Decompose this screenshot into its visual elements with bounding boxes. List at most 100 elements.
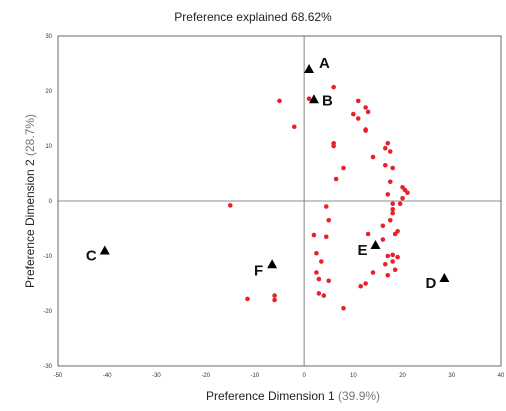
x-tick-label: -10 [251, 373, 260, 379]
product-label-a: A [319, 55, 330, 72]
x-tick-label: 30 [448, 373, 455, 379]
data-point [390, 252, 396, 258]
data-point [272, 293, 277, 298]
data-point [390, 165, 396, 171]
data-point [363, 105, 368, 110]
data-point [390, 259, 396, 264]
y-axis-label-pct: (28.7%) [23, 114, 37, 156]
data-point [245, 296, 250, 302]
data-point [272, 297, 277, 303]
product-marker-b [308, 94, 319, 104]
data-point [363, 281, 368, 286]
x-tick-label: -50 [54, 373, 63, 379]
data-point [326, 217, 332, 223]
data-point [358, 283, 364, 289]
data-point [385, 140, 391, 146]
chart-title: Preference explained 68.62% [174, 10, 332, 24]
data-point [395, 254, 400, 260]
data-point [385, 192, 391, 197]
data-point [400, 195, 405, 201]
product-marker-d [439, 273, 450, 282]
x-axis-label-text: Preference Dimension 1 [206, 389, 335, 403]
data-point [341, 165, 346, 171]
data-point [380, 237, 386, 242]
data-point [277, 98, 282, 104]
data-point [314, 270, 319, 275]
data-point [370, 270, 376, 275]
x-tick-label: -30 [152, 373, 161, 379]
data-point [363, 128, 368, 133]
x-axis-label: Preference Dimension 1 (39.9%) [206, 389, 380, 403]
x-tick-label: 10 [350, 373, 357, 379]
x-axis-label-pct: (39.9%) [338, 389, 380, 403]
data-point [370, 154, 376, 160]
data-point [331, 143, 336, 149]
data-point [387, 149, 393, 154]
data-point [397, 201, 403, 207]
product-marker-e [370, 240, 381, 249]
data-point [405, 190, 410, 196]
product-marker-f [267, 259, 278, 269]
data-point [316, 276, 322, 282]
data-point [390, 201, 396, 207]
x-tick-label: 20 [399, 373, 406, 379]
triangle-points: A B C D E F [86, 55, 450, 292]
data-point [387, 217, 393, 223]
product-label-e: E [357, 242, 367, 259]
product-marker-a [304, 64, 315, 73]
data-point [291, 124, 297, 130]
data-point [385, 272, 391, 278]
data-point [380, 223, 386, 229]
data-point [385, 253, 391, 259]
y-tick-label: -10 [43, 254, 52, 260]
data-point [311, 232, 317, 238]
zero-lines [58, 36, 501, 366]
data-point [390, 210, 396, 216]
y-axis-label: Preference Dimension 2 (28.7%) [23, 114, 37, 288]
data-point [331, 84, 336, 90]
x-tick-label: -20 [201, 373, 210, 379]
product-label-c: C [86, 248, 97, 265]
data-point [321, 293, 327, 298]
data-point [306, 96, 312, 101]
data-point [326, 278, 332, 284]
data-point [383, 261, 388, 267]
data-point [383, 145, 388, 151]
y-tick-label: -20 [43, 309, 52, 315]
data-point [323, 204, 329, 209]
x-axis-ticks: -50 -40 -30 -20 -10 0 10 20 30 40 [54, 373, 505, 379]
product-label-b: B [322, 92, 333, 109]
product-marker-c [99, 245, 110, 255]
x-tick-label: 0 [302, 373, 306, 379]
y-axis-label-text: Preference Dimension 2 [23, 159, 37, 288]
data-point [355, 116, 361, 121]
chart-title-prefix: Preference explained [174, 10, 287, 24]
data-point [341, 305, 346, 311]
y-tick-label: 30 [45, 34, 52, 40]
data-point [387, 179, 393, 185]
y-tick-label: 0 [49, 199, 53, 205]
x-tick-label: 40 [498, 373, 505, 379]
product-label-d: D [426, 275, 437, 292]
data-point [316, 291, 322, 296]
data-point [383, 162, 388, 168]
data-point [227, 203, 233, 208]
data-point [355, 98, 361, 104]
data-point [323, 234, 329, 240]
red-points [227, 84, 410, 311]
y-tick-label: -30 [43, 364, 52, 370]
data-point [392, 267, 398, 273]
y-tick-label: 20 [45, 89, 52, 95]
y-tick-label: 10 [45, 144, 52, 150]
data-point [365, 231, 371, 237]
data-point [319, 259, 324, 264]
data-point [333, 176, 339, 182]
data-point [390, 206, 396, 212]
data-point [365, 109, 371, 115]
data-point [392, 231, 398, 237]
data-point [351, 111, 356, 117]
data-point [314, 250, 319, 256]
x-tick-label: -40 [103, 373, 112, 379]
y-axis-ticks: 30 20 10 0 -10 -20 -30 [43, 34, 52, 370]
